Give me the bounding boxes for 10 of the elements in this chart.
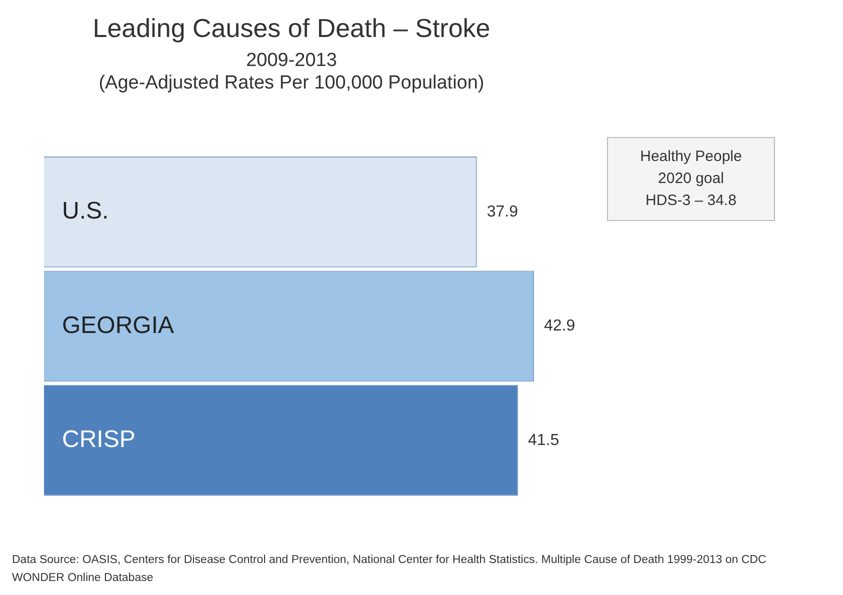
y-tick-label: GEORGIA — [62, 312, 174, 339]
data-label: 42.9 — [544, 318, 576, 335]
chart-subtitle: 2009-2013 (Age-Adjusted Rates Per 100,000 Population) — [98, 50, 484, 94]
chart-title: Leading Causes of Death – Stroke — [92, 12, 490, 43]
text: Healthy People 2020 goal HDS-3 – 34.8 — [607, 137, 775, 221]
data-label: 37.9 — [486, 203, 518, 220]
y-tick-label: CRISP — [62, 426, 136, 454]
source-note: Data Source: OASIS, Centers for Disease Control and Prevention, National Center for Health Statistics. Multiple Cause of Death 1999-2013 on CDC WONDER Online Database — [12, 553, 768, 586]
y-tick-label: U.S. — [62, 198, 109, 225]
data-label: 41.5 — [528, 432, 560, 449]
